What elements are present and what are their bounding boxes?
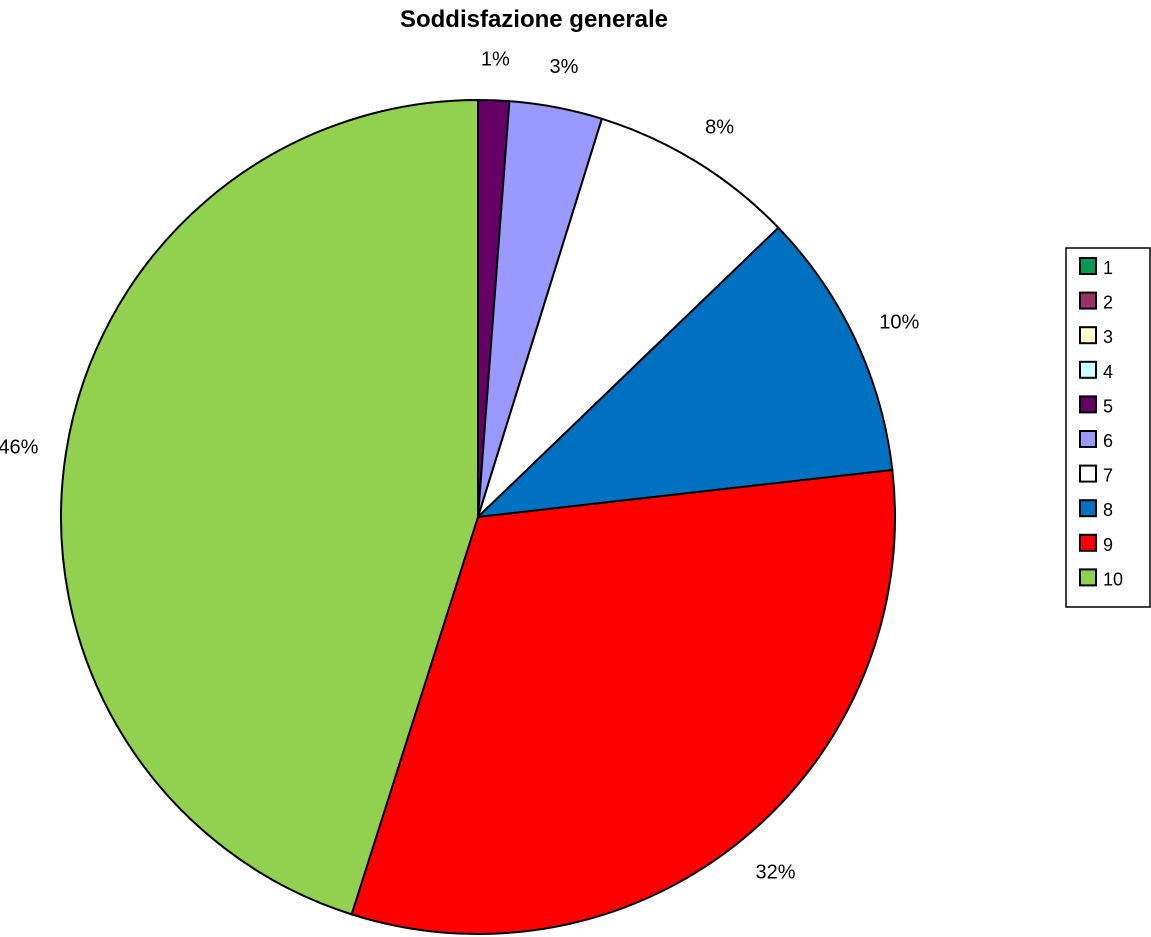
legend-label-1: 1	[1103, 258, 1113, 278]
pie-slice-8	[477, 226, 894, 518]
legend: 1 2 3 4 5 6 7 8 9 10	[1065, 247, 1151, 608]
legend-label-7: 7	[1103, 466, 1113, 486]
chart-title: Soddisfazione generale	[400, 6, 668, 33]
data-label-7: 8%	[705, 116, 734, 138]
legend-swatch-9	[1079, 533, 1097, 552]
legend-swatch-5	[1079, 395, 1097, 414]
data-label-10: 46%	[0, 437, 39, 459]
legend-label-4: 4	[1103, 362, 1113, 382]
data-label-5: 1%	[481, 48, 510, 70]
legend-swatch-8	[1079, 499, 1097, 518]
data-label-8: 10%	[879, 312, 919, 334]
legend-swatch-3	[1079, 326, 1097, 345]
pie-slice-7	[477, 117, 780, 518]
pie-slice-10	[60, 99, 479, 916]
legend-label-2: 2	[1103, 293, 1113, 313]
legend-label-3: 3	[1103, 327, 1113, 347]
data-label-6: 3%	[550, 56, 579, 78]
legend-label-8: 8	[1103, 500, 1113, 520]
pie-slices	[60, 98, 896, 935]
legend-swatch-6	[1079, 430, 1097, 448]
legend-swatch-7	[1079, 464, 1097, 483]
legend-swatch-2	[1079, 291, 1097, 310]
data-label-9: 32%	[756, 862, 796, 884]
legend-swatch-4	[1079, 360, 1097, 379]
legend-label-9: 9	[1103, 535, 1113, 555]
legend-label-10: 10	[1103, 569, 1123, 589]
legend-label-5: 5	[1103, 396, 1113, 416]
pie-slice-9	[350, 468, 896, 935]
pie-data-labels: 1% 3% 8% 10% 32% 46%	[0, 48, 920, 883]
legend-swatch-1	[1079, 257, 1097, 275]
legend-swatch-10	[1079, 568, 1097, 587]
legend-label-6: 6	[1103, 431, 1113, 451]
